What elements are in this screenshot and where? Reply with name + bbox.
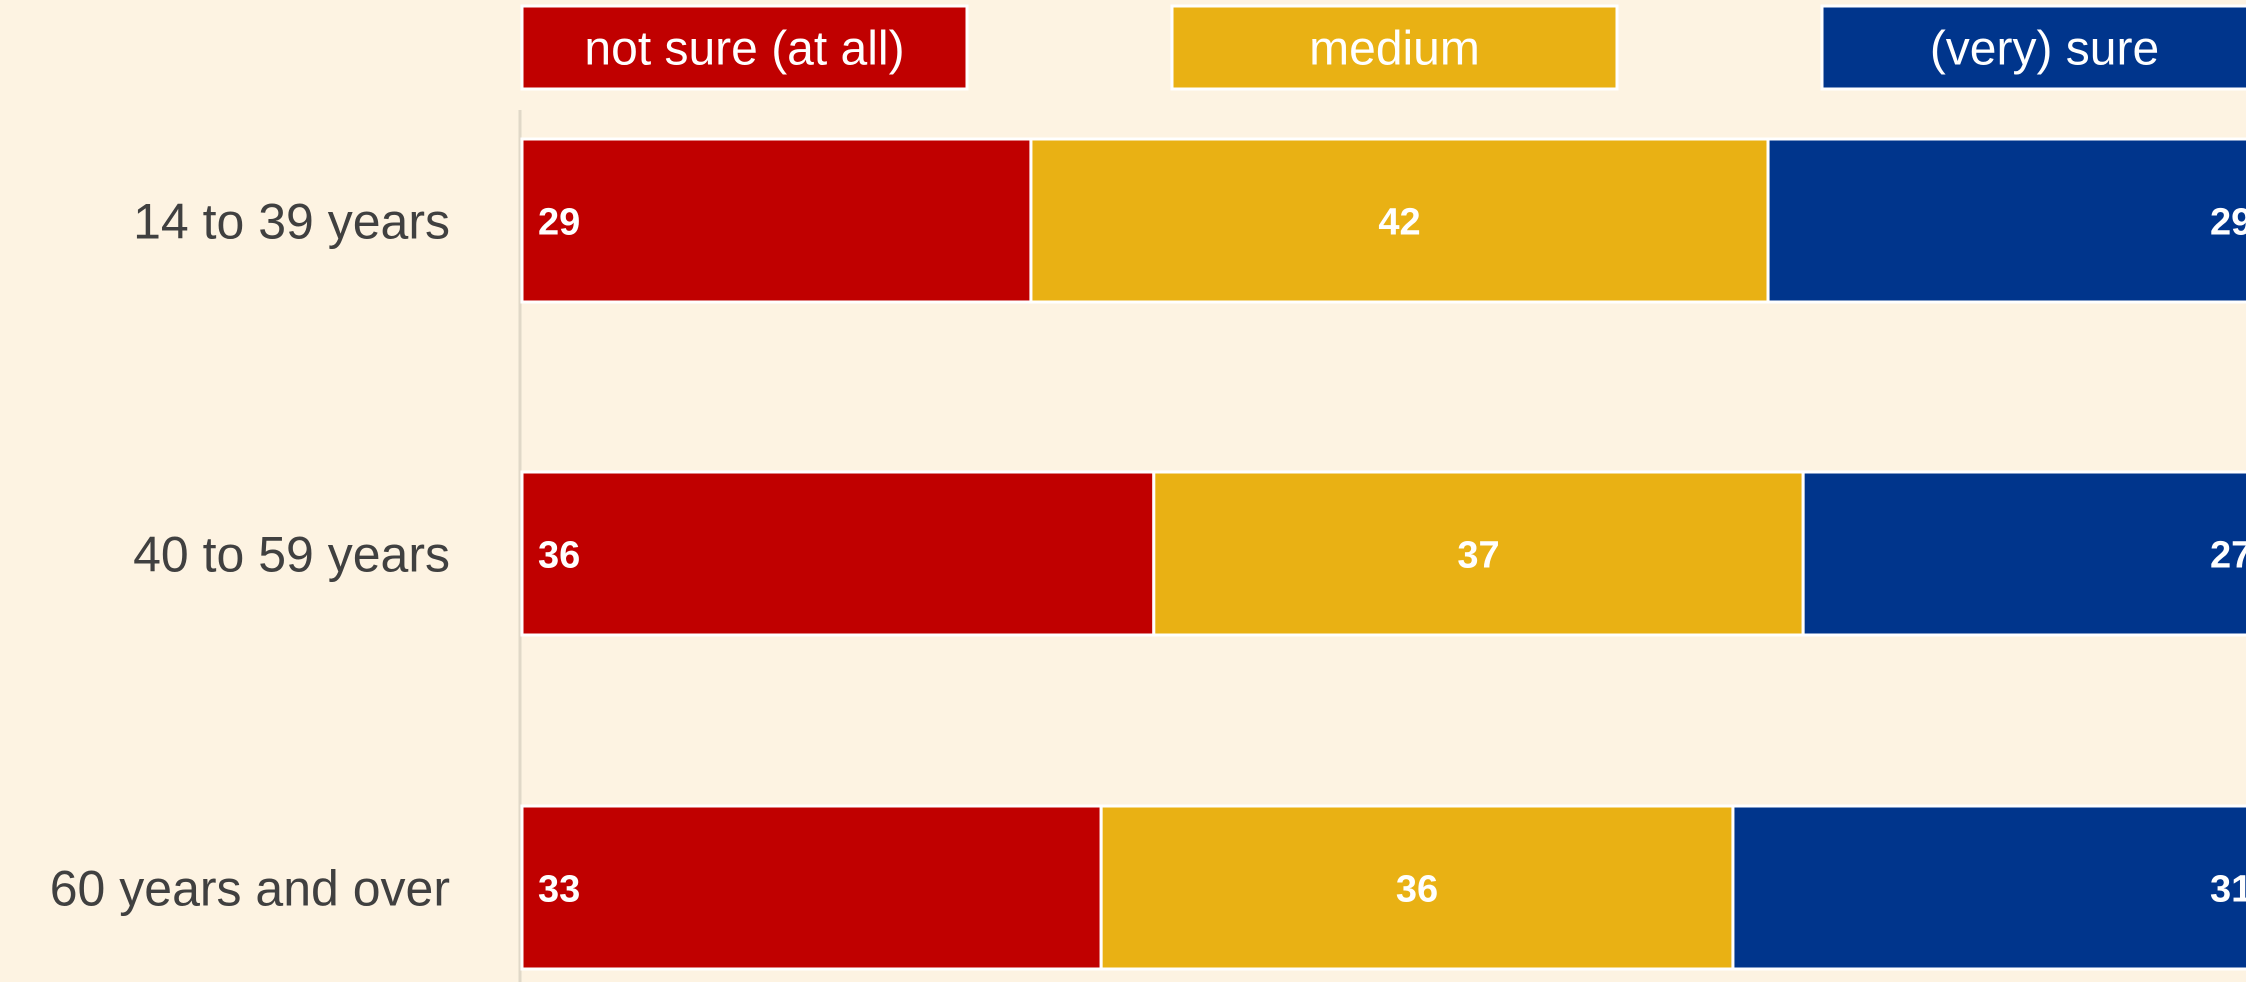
value-label-not-sure-at-all-60-years-and-over: 33: [538, 869, 580, 911]
value-label-not-sure-at-all-40-to-59-years: 36: [538, 535, 580, 577]
bar-not-sure-at-all-60-years-and-over: [520, 804, 1103, 971]
bar-not-sure-at-all-14-to-39-years: [520, 137, 1033, 304]
legend-label-medium: medium: [1309, 23, 1480, 76]
value-label-not-sure-at-all-14-to-39-years: 29: [538, 202, 580, 244]
category-label-40-to-59-years: 40 to 59 years: [133, 527, 450, 583]
legend-swatch-very-sure: [1820, 4, 2246, 91]
bar-very-sure-14-to-39-years: [1766, 137, 2246, 304]
bar-not-sure-at-all-40-to-59-years: [520, 470, 1156, 637]
legend-label-very-sure: (very) sure: [1930, 23, 2159, 76]
legend-label-not-sure-at-all: not sure (at all): [584, 23, 904, 76]
value-label-medium-14-to-39-years: 42: [1378, 202, 1420, 244]
category-labels: 14 to 39 years 40 to 59 years 60 years and…: [50, 194, 450, 917]
value-label-very-sure-60-years-and-over: 31: [2210, 869, 2246, 911]
legend-swatch-medium: [1170, 4, 1619, 91]
value-label-very-sure-14-to-39-years: 29: [2210, 202, 2246, 244]
category-label-60-years-and-over: 60 years and over: [50, 861, 450, 917]
bar-very-sure-40-to-59-years: [1801, 470, 2246, 637]
value-label-medium-40-to-59-years: 37: [1457, 535, 1499, 577]
bars: 29 42 29 36 37 27 33 36 31: [520, 137, 2246, 971]
value-label-very-sure-40-to-59-years: 27: [2210, 535, 2246, 577]
category-label-14-to-39-years: 14 to 39 years: [133, 194, 450, 250]
bar-medium-60-years-and-over: [1099, 804, 1735, 971]
legend-swatch-not-sure-at-all: [520, 4, 969, 91]
bar-very-sure-60-years-and-over: [1731, 804, 2246, 971]
legend: not sure (at all) medium (very) sure: [520, 4, 2246, 91]
value-label-medium-60-years-and-over: 36: [1396, 869, 1438, 911]
bar-medium-40-to-59-years: [1152, 470, 1805, 637]
bar-medium-14-to-39-years: [1029, 137, 1770, 304]
